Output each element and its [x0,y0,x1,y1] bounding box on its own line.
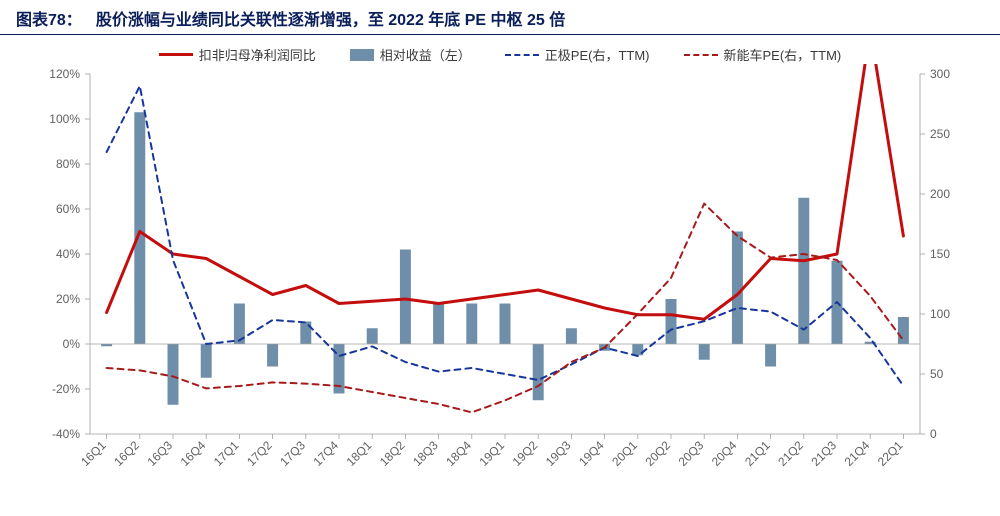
x-category-label: 17Q1 [211,438,242,469]
combo-chart: -40% -20% 0% 20% 40% 60% 80% 100% 120% 0 50 100 150 2… [0,64,1000,504]
y-left-tick-label: -40% [52,427,80,441]
chart-title-row: 图表78： 股价涨幅与业绩同比关联性逐渐增强，至 2022 年底 PE 中枢 2… [0,0,1000,35]
x-category-label: 20Q3 [676,438,707,469]
x-category-label: 16Q2 [111,438,142,469]
legend-item: 相对收益（左） [350,45,471,64]
bar [500,304,511,345]
series-line [107,64,904,319]
x-category-label: 20Q4 [709,438,740,469]
x-category-label: 16Q1 [78,438,109,469]
y-right-tick-label: 200 [930,187,950,201]
bar [201,344,212,378]
y-left-tick-label: 20% [56,292,80,306]
x-category-label: 18Q4 [443,438,474,469]
x-category-label: 20Q1 [609,438,640,469]
x-category-label: 16Q4 [178,438,209,469]
y-right-tick-label: 250 [930,127,950,141]
y-right-tick-label: 300 [930,67,950,81]
y-right-tick-label: 100 [930,307,950,321]
x-category-label: 18Q1 [344,438,375,469]
x-category-label: 19Q4 [576,438,607,469]
legend-label: 正极PE(右，TTM) [545,45,650,64]
x-category-label: 21Q1 [742,438,773,469]
x-category-label: 18Q2 [377,438,408,469]
bar [732,232,743,345]
legend-item: 正极PE(右，TTM) [505,45,650,64]
chart-container: 扣非归母净利润同比相对收益（左）正极PE(右，TTM)新能车PE(右，TTM) … [0,35,1000,513]
x-category-label: 17Q2 [244,438,275,469]
y-right-tick-label: 50 [930,367,944,381]
x-category-label: 22Q1 [875,438,906,469]
y-left-tick-label: 120% [49,67,80,81]
x-category-label: 18Q3 [410,438,441,469]
chart-legend: 扣非归母净利润同比 相对收益（左） 正极PE(右，TTM) 新能车PE(右，TTM) [0,35,1000,64]
bar [134,112,145,344]
legend-item: 扣非归母净利润同比 [159,45,316,64]
legend-label: 扣非归母净利润同比 [199,45,316,64]
y-right-tick-label: 0 [930,427,937,441]
legend-swatch [350,49,374,61]
bar [765,344,776,367]
bar [433,304,444,345]
y-left-tick-label: 80% [56,157,80,171]
y-left-tick-label: 0% [63,337,81,351]
x-category-label: 21Q2 [775,438,806,469]
y-left-tick-label: 60% [56,202,80,216]
bar [168,344,179,405]
y-left-tick-label: -20% [52,382,80,396]
x-category-label: 21Q3 [808,438,839,469]
bar [898,317,909,344]
bar [367,328,378,344]
x-category-label: 20Q2 [642,438,673,469]
chart-title-text: 股价涨幅与业绩同比关联性逐渐增强，至 2022 年底 PE 中枢 25 倍 [96,6,565,30]
x-category-label: 17Q3 [277,438,308,469]
legend-swatch [505,54,539,56]
x-category-label: 21Q4 [842,438,873,469]
y-right-tick-label: 150 [930,247,950,261]
legend-swatch [159,53,193,56]
legend-swatch [684,54,718,56]
y-left-tick-label: 40% [56,247,80,261]
x-category-label: 19Q2 [510,438,541,469]
x-category-label: 19Q1 [476,438,507,469]
y-left-tick-label: 100% [49,112,80,126]
legend-label: 新能车PE(右，TTM) [724,45,842,64]
bar [466,304,477,345]
bar [267,344,278,367]
chart-title-prefix: 图表78： [16,6,82,30]
legend-label: 相对收益（左） [380,45,471,64]
bar [566,328,577,344]
x-category-label: 19Q3 [543,438,574,469]
legend-item: 新能车PE(右，TTM) [684,45,842,64]
x-category-label: 17Q4 [310,438,341,469]
bar [699,344,710,360]
bar [798,198,809,344]
bar [666,299,677,344]
bar [400,250,411,345]
bar [533,344,544,400]
x-category-label: 16Q3 [144,438,175,469]
